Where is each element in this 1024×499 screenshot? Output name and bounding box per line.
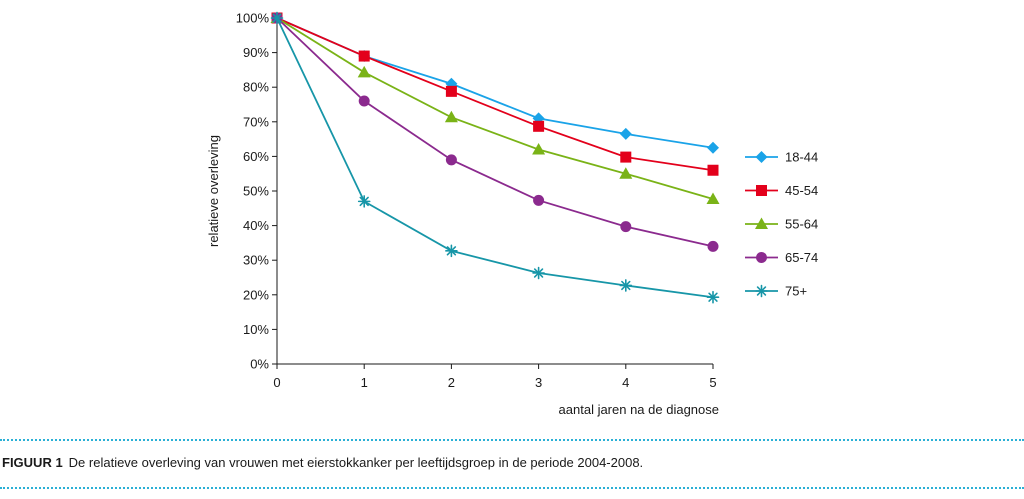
y-tick-label: 60%: [243, 149, 269, 164]
data-point-55-64: [357, 65, 371, 78]
data-point-45-54: [358, 50, 370, 62]
x-tick-label: 0: [273, 375, 280, 390]
series-55-64: [270, 11, 720, 204]
data-point-55-64: [532, 142, 546, 155]
legend-item-45-54: 45-54: [745, 183, 818, 198]
series-65-74: [271, 12, 719, 252]
data-point-45-54: [533, 120, 545, 132]
legend-item-18-44: 18-44: [745, 150, 818, 165]
legend-label: 55-64: [785, 217, 818, 232]
x-tick-label: 1: [361, 375, 368, 390]
y-tick-label: 0%: [250, 357, 269, 372]
data-point-55-64: [444, 110, 458, 123]
series-line-65-74: [276, 17, 714, 248]
y-axis-label: relatieve overleving: [206, 135, 221, 247]
data-point-55-64: [706, 192, 720, 204]
legend-marker: [755, 217, 768, 229]
legend-label: 45-54: [785, 183, 818, 198]
figure-label: FIGUUR 1: [2, 455, 63, 470]
y-tick-label: 30%: [243, 253, 269, 268]
data-point-18-44: [707, 141, 719, 154]
legend-marker: [756, 252, 767, 263]
data-point-75+: [706, 290, 720, 304]
series-line-55-64: [276, 17, 714, 200]
series-line-75+: [276, 17, 714, 299]
survival-line-chart: 0%10%20%30%40%50%60%70%80%90%100%0 1 2 3 4 5 …: [206, 11, 818, 418]
data-point-65-74: [358, 95, 370, 107]
y-tick-label: 10%: [243, 322, 269, 337]
legend-item-65-74: 65-74: [745, 250, 818, 265]
data-point-65-74: [707, 240, 719, 252]
x-tick-label: 2: [448, 375, 455, 390]
data-point-75+: [532, 266, 545, 280]
figure-caption-text: De relatieve overleving van vrouwen met …: [68, 455, 644, 470]
data-point-18-44: [619, 127, 632, 140]
legend-item-55-64: 55-64: [745, 217, 818, 232]
data-point-45-54: [707, 164, 719, 176]
legend-marker: [756, 185, 767, 196]
y-tick-label: 80%: [243, 80, 269, 95]
chart-legend: 18-44 45-54 55-64 65-74 75+: [745, 150, 818, 299]
series-line-45-54: [276, 17, 714, 172]
y-tick-label: 70%: [243, 114, 269, 129]
figure-caption: FIGUUR 1 De relatieve overleving van vrou…: [2, 455, 643, 470]
data-point-65-74: [620, 221, 632, 233]
y-tick-label: 100%: [236, 11, 270, 26]
caption-separator-top: [0, 439, 1024, 441]
legend-marker: [755, 284, 768, 298]
legend-label: 75+: [785, 284, 807, 299]
y-tick-label: 20%: [243, 287, 269, 302]
legend-item-75+: 75+: [745, 284, 807, 299]
data-point-55-64: [619, 167, 633, 179]
data-point-75+: [270, 11, 284, 25]
x-axis-label: aantal jaren na de diagnose: [559, 402, 719, 417]
y-tick-label: 50%: [243, 184, 269, 199]
series-line-18-44: [276, 17, 714, 149]
legend-marker: [755, 151, 768, 163]
data-point-65-74: [533, 194, 545, 206]
chart-axes: 0% 10% 20% 30% 40% 50% 60% 70% 80% 90% 100% 0 1 2 3 4 5: [236, 11, 717, 391]
chart-series: [270, 11, 720, 304]
legend-label: 65-74: [785, 250, 818, 265]
y-tick-label: 40%: [243, 218, 269, 233]
data-point-45-54: [445, 85, 457, 97]
series-75+: [270, 11, 720, 304]
caption-separator-bottom: [0, 487, 1024, 489]
x-tick-label: 5: [709, 375, 716, 390]
x-tick-label: 4: [622, 375, 629, 390]
series-45-54: [271, 12, 719, 176]
legend-label: 18-44: [785, 150, 818, 165]
x-tick-label: 3: [535, 375, 542, 390]
data-point-65-74: [445, 154, 457, 166]
data-point-45-54: [620, 151, 632, 163]
y-tick-label: 90%: [243, 45, 269, 60]
data-point-75+: [619, 279, 633, 292]
data-point-75+: [445, 244, 458, 258]
data-point-75+: [357, 195, 371, 208]
